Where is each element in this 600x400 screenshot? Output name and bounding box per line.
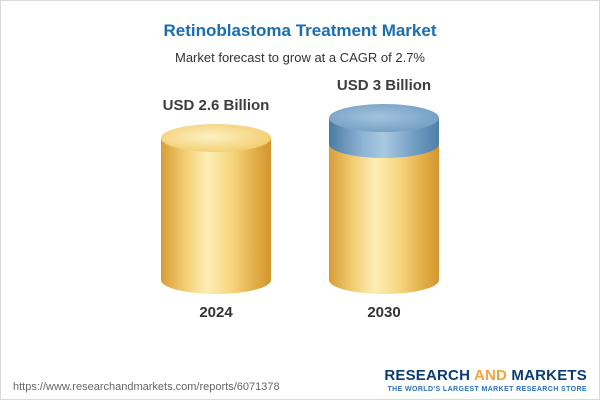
page-subtitle: Market forecast to grow at a CAGR of 2.7… <box>175 50 425 65</box>
footer: https://www.researchandmarkets.com/repor… <box>13 367 587 393</box>
value-label-2030: USD 3 Billion <box>336 77 432 94</box>
bar-group-2030: USD 3 Billion <box>324 77 444 321</box>
year-label-2024: 2024 <box>199 304 233 321</box>
logo-wordmark: RESEARCH AND MARKETS <box>384 367 587 384</box>
report-url[interactable]: https://www.researchandmarkets.com/repor… <box>13 381 280 393</box>
logo-word-and: AND <box>473 367 508 384</box>
cylinder-bar-chart: USD 2.6 Billion <box>1 77 599 321</box>
research-and-markets-logo: RESEARCH AND MARKETS THE WORLD'S LARGEST… <box>384 367 587 393</box>
cylinder-2030 <box>329 104 439 294</box>
page-title: Retinoblastoma Treatment Market <box>163 21 437 40</box>
value-label-2024: USD 2.6 Billion <box>162 97 270 114</box>
logo-tagline: THE WORLD'S LARGEST MARKET RESEARCH STOR… <box>387 386 587 393</box>
logo-word-markets: MARKETS <box>511 367 587 384</box>
logo-word-research: RESEARCH <box>384 367 471 384</box>
year-label-2030: 2030 <box>367 304 401 321</box>
bar-group-2024: USD 2.6 Billion <box>156 97 276 321</box>
chart-header: Retinoblastoma Treatment Market Market f… <box>1 1 599 65</box>
cylinder-2024 <box>161 124 271 294</box>
